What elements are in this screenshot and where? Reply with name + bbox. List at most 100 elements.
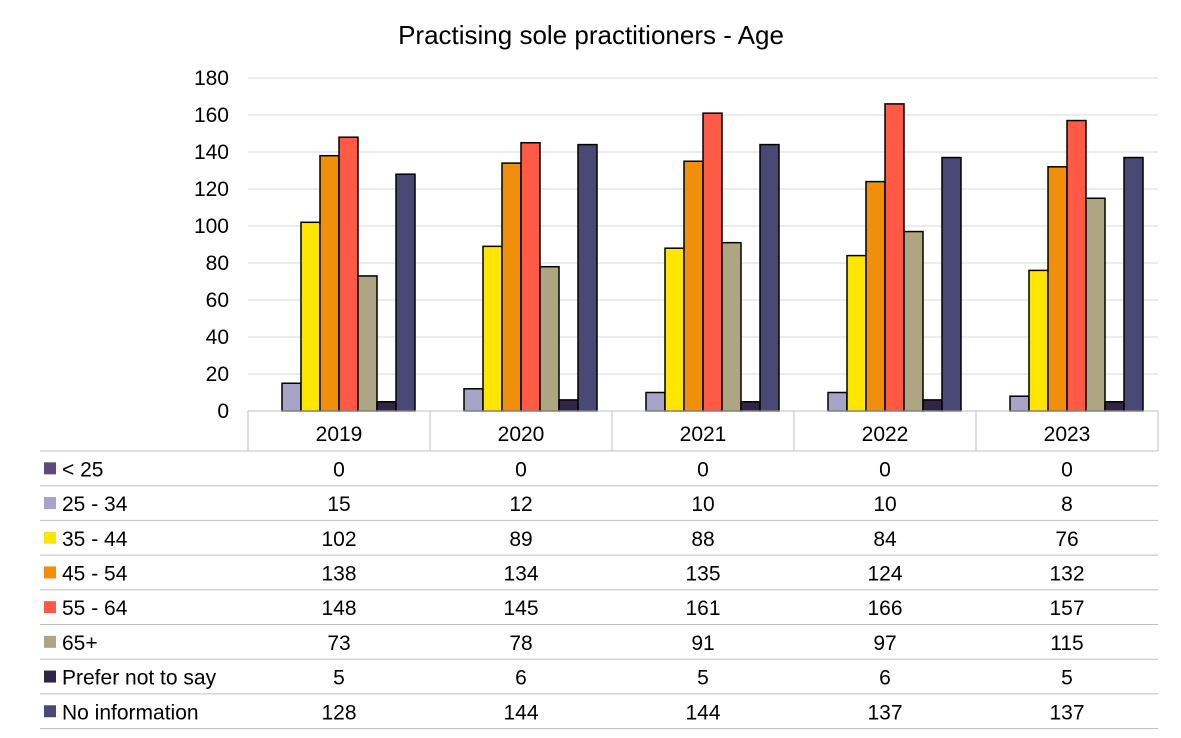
data-label: 115: [1050, 632, 1083, 655]
bar: [482, 245, 503, 412]
data-label: 12: [509, 493, 532, 516]
data-label: 0: [333, 458, 345, 481]
y-tick-label: 160: [194, 104, 229, 127]
bar: [922, 399, 943, 412]
data-label: 145: [503, 597, 538, 620]
bar: [721, 241, 742, 412]
data-label: 0: [879, 458, 891, 481]
bar: [577, 143, 598, 412]
data-label: 5: [333, 667, 345, 690]
bar: [865, 180, 886, 412]
bar: [1066, 119, 1087, 412]
bar: [281, 382, 302, 412]
bar: [1104, 401, 1125, 412]
data-label: 73: [327, 632, 350, 655]
data-label: 144: [685, 701, 720, 724]
data-label: 15: [327, 493, 350, 516]
bar: [300, 221, 321, 412]
bar: [376, 401, 397, 412]
bar: [846, 254, 867, 412]
data-label: 134: [503, 562, 538, 585]
legend-key: [44, 670, 56, 683]
bar: [539, 265, 560, 412]
data-label: 6: [515, 667, 527, 690]
data-label: 128: [321, 701, 356, 724]
legend-key: [44, 497, 56, 510]
data-label: 137: [1049, 701, 1084, 724]
data-label: 124: [867, 562, 902, 585]
bar: [683, 160, 704, 412]
y-tick-label: 60: [206, 289, 229, 312]
data-table: 2019 2020 2021 2022 2023 < 25 0 0 0 0 0 25 - 34 15 12…: [40, 411, 1159, 730]
bar: [1028, 269, 1049, 412]
data-label: 89: [509, 528, 532, 551]
bar: [903, 230, 924, 412]
y-tick-label: 100: [194, 215, 229, 238]
data-label: 84: [873, 528, 897, 551]
data-label: 135: [685, 562, 720, 585]
data-label: 78: [509, 632, 532, 655]
legend-label: No information: [62, 701, 199, 724]
legend-key: [44, 531, 56, 544]
data-label: 76: [1055, 528, 1078, 551]
data-label: 10: [691, 493, 714, 516]
x-tick-label: 2019: [316, 423, 363, 446]
bar: [941, 156, 962, 412]
bar: [645, 391, 666, 412]
y-tick-label: 20: [206, 363, 229, 386]
data-label: 5: [1061, 667, 1073, 690]
data-label: 0: [697, 458, 709, 481]
x-tick-label: 2021: [680, 423, 727, 446]
data-label: 166: [867, 597, 902, 620]
data-label: 8: [1061, 493, 1073, 516]
bar: [558, 399, 579, 412]
bars: [248, 103, 1158, 412]
x-tick-label: 2022: [862, 423, 909, 446]
legend-label: < 25: [62, 458, 103, 481]
data-label: 0: [515, 458, 527, 481]
bar: [357, 275, 378, 412]
legend-key: [44, 635, 56, 648]
bar: [759, 143, 780, 412]
y-tick-label: 180: [194, 67, 229, 90]
bar: [664, 247, 685, 412]
data-label: 157: [1049, 597, 1084, 620]
legend-label: 45 - 54: [62, 562, 128, 585]
bar: [520, 142, 541, 412]
data-label: 88: [691, 528, 714, 551]
x-tick-label: 2020: [498, 423, 545, 446]
legend-label: Prefer not to say: [62, 667, 217, 690]
legend-key: [44, 462, 56, 475]
legend-label: 25 - 34: [62, 493, 128, 516]
bar: [338, 136, 359, 412]
data-label: 10: [873, 493, 896, 516]
bar: [740, 401, 761, 412]
legend-label: 55 - 64: [62, 597, 128, 620]
y-axis-ticks: 0 20 40 60 80 100 120 140 160 180: [194, 67, 229, 423]
bar: [1123, 156, 1144, 412]
bar: [501, 162, 522, 412]
y-tick-label: 0: [217, 400, 229, 423]
data-label: 137: [867, 701, 902, 724]
bar: [827, 391, 848, 412]
data-label: 102: [321, 528, 356, 551]
bar: [1009, 395, 1030, 412]
y-tick-label: 40: [206, 326, 229, 349]
legend-key: [44, 566, 56, 579]
bar: [702, 112, 723, 412]
legend-label: 35 - 44: [62, 528, 128, 551]
y-tick-label: 140: [194, 141, 229, 164]
data-label: 144: [503, 701, 538, 724]
data-label: 97: [873, 632, 896, 655]
legend-key: [44, 601, 56, 614]
y-tick-label: 120: [194, 178, 229, 201]
chart-title: Practising sole practitioners - Age: [398, 20, 784, 50]
bar: [463, 388, 484, 412]
data-label: 161: [685, 597, 720, 620]
y-tick-label: 80: [206, 252, 229, 275]
legend-label: 65+: [62, 632, 98, 655]
bar: [1085, 197, 1106, 412]
x-tick-label: 2023: [1044, 423, 1091, 446]
